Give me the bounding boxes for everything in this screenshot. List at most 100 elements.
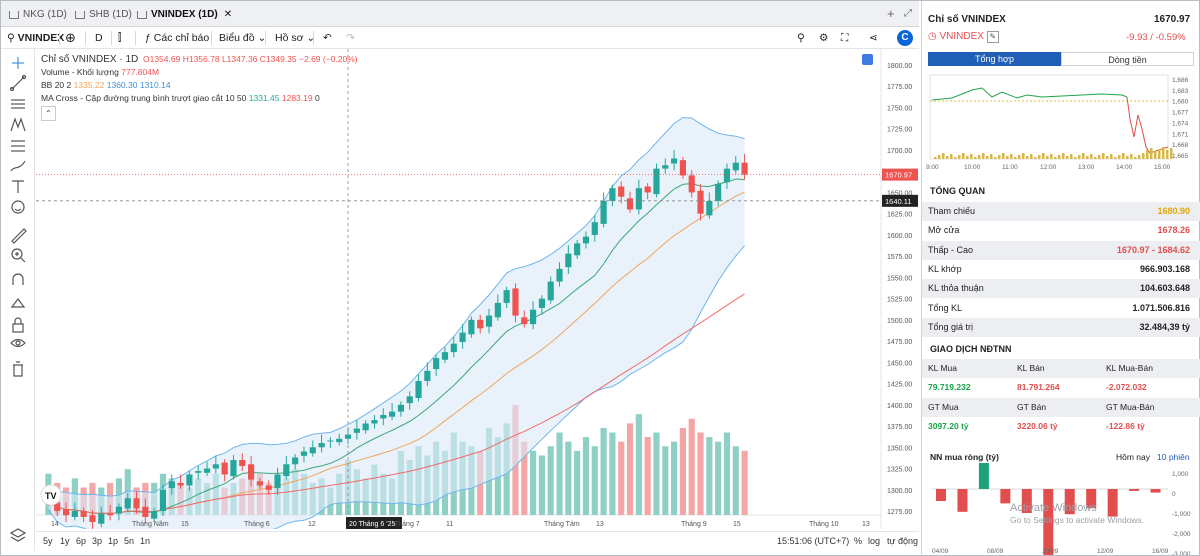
brand-icon[interactable]: C — [897, 30, 913, 46]
log-toggle[interactable]: log — [868, 536, 881, 546]
percent-toggle[interactable]: % — [854, 536, 863, 546]
profile-label: Hồ sơ — [275, 32, 304, 44]
close-icon[interactable]: ✕ — [223, 9, 233, 20]
intraday-volume-bar — [942, 153, 945, 159]
range-3m[interactable]: 3p — [92, 536, 103, 546]
tab-overview[interactable]: Tổng hợp — [928, 52, 1061, 66]
range-6m[interactable]: 6p — [76, 536, 87, 546]
zoom-in-icon[interactable] — [11, 248, 26, 263]
lock-icon[interactable] — [12, 317, 24, 333]
candle-body — [415, 381, 422, 399]
intraday-volume-bar — [1126, 156, 1129, 159]
auto-toggle[interactable]: tự động — [887, 536, 919, 546]
range-5d[interactable]: 5n — [124, 536, 135, 546]
tab-vnindex[interactable]: VNINDEX (1D) ✕ — [131, 5, 232, 25]
intraday-volume-bar — [1078, 155, 1081, 159]
range-1m[interactable]: 1p — [108, 536, 119, 546]
net-buy-bar — [1043, 489, 1054, 555]
y-tick-label: 1700.00 — [887, 148, 912, 155]
compare-add-icon[interactable]: ⊕ — [65, 30, 76, 45]
undo-icon[interactable]: ↶ — [323, 32, 332, 44]
candle-body — [327, 440, 334, 442]
horizontal-lines-icon[interactable] — [11, 99, 25, 109]
fullscreen-icon[interactable]: ⛶ — [841, 32, 849, 44]
layers-icon[interactable] — [9, 528, 27, 542]
emoji-icon[interactable] — [11, 200, 25, 214]
candle-body — [530, 309, 537, 325]
last-price-label: 1670.97 — [885, 171, 912, 180]
gear-icon[interactable]: ⚙ — [819, 32, 829, 44]
chart-type-button[interactable]: Biểu đồ ⌄ — [219, 27, 266, 49]
intraday-y-tick: 1,674 — [1172, 120, 1189, 127]
volume-bar — [723, 432, 731, 515]
net-10-sessions-button[interactable]: 10 phiên — [1157, 452, 1190, 462]
crosshair-icon[interactable] — [12, 57, 24, 69]
edit-icon[interactable]: ✎ — [986, 31, 999, 43]
trash-icon[interactable] — [13, 361, 23, 377]
x-tick-label: Tháng 6 — [244, 521, 270, 528]
interval-button[interactable]: D — [95, 32, 103, 44]
text-icon[interactable] — [12, 180, 24, 193]
intraday-volume-bar — [1022, 153, 1025, 159]
net-buy-bar — [1107, 489, 1118, 517]
net-buy-bar — [1021, 489, 1032, 513]
collapse-legend-icon[interactable]: ⌃ — [41, 106, 56, 121]
symbol-search[interactable]: ⚲ VNINDEX — [7, 27, 64, 49]
lock-drawing-icon[interactable] — [10, 298, 26, 308]
drawing-toolbar — [1, 49, 35, 551]
zoom-icon[interactable]: ⚲ — [797, 32, 805, 44]
intraday-volume-bar — [1010, 154, 1013, 159]
tab-cashflow[interactable]: Dòng tiền — [1061, 52, 1194, 66]
redo-icon[interactable]: ↷ — [346, 32, 355, 44]
intraday-y-tick: 1,665 — [1172, 153, 1189, 160]
overview-value: 32.484,39 tỷ — [1139, 321, 1190, 332]
candle-body — [679, 160, 686, 176]
profile-button[interactable]: Hồ sơ ⌄ — [275, 27, 315, 49]
magnet-icon[interactable] — [12, 273, 24, 285]
range-1d[interactable]: 1n — [140, 536, 151, 546]
ruler-icon[interactable] — [11, 228, 27, 244]
candles-icon[interactable]: ⫿ — [118, 32, 122, 44]
eye-icon[interactable] — [10, 338, 26, 348]
candle-body — [195, 471, 202, 473]
y-tick-label: 1375.00 — [887, 424, 912, 431]
intraday-chart: 1,686 1,683 1,680 1,677 1,674 1,671 1,668 1,665… — [926, 74, 1189, 171]
candle-body — [723, 168, 731, 183]
watermark-subtitle: Go to Settings to activate Windows. — [1010, 515, 1145, 525]
overview-row: KL khớp 966.903.168 — [922, 260, 1200, 279]
overview-label: Tổng KL — [928, 302, 963, 313]
tab-bar: NKG (1D) SHB (1D) VNINDEX (1D) ✕ + ⤢ — [1, 1, 919, 27]
share-icon[interactable]: ⋖ — [869, 32, 878, 44]
fib-icon[interactable] — [11, 140, 25, 152]
intraday-volume-bar — [1034, 157, 1037, 159]
trendline-icon[interactable] — [9, 74, 27, 92]
pitchfork-icon[interactable] — [10, 117, 26, 132]
intraday-volume-bar — [1162, 147, 1165, 159]
intraday-volume-bar — [1158, 149, 1161, 159]
candle-body — [600, 200, 607, 224]
expand-icon[interactable]: ⤢ — [904, 8, 912, 19]
candle-body — [635, 188, 642, 210]
candle-body — [221, 462, 228, 475]
candle-body — [309, 447, 316, 454]
tab-shb[interactable]: SHB (1D) — [69, 5, 132, 25]
volume-bar — [582, 437, 590, 515]
intraday-volume-bar — [1086, 156, 1089, 159]
legend-title: Chỉ số VNINDEX · 1D — [41, 54, 139, 65]
net-today-button[interactable]: Hôm nay — [1116, 452, 1151, 462]
net-y-tick: -3,000 — [1172, 551, 1191, 555]
fx-icon: ƒ — [145, 32, 151, 44]
range-5y[interactable]: 5y — [43, 536, 53, 546]
indicators-button[interactable]: ƒ Các chỉ báo — [145, 27, 209, 49]
range-1y[interactable]: 1y — [60, 536, 70, 546]
candle-body — [477, 319, 484, 329]
y-tick-label: 1400.00 — [887, 403, 912, 410]
divider — [313, 31, 314, 45]
bollinger-lower-line — [47, 245, 745, 529]
brush-icon[interactable] — [10, 160, 26, 172]
overview-label: Mở cửa — [928, 225, 960, 236]
add-tab-icon[interactable]: + — [887, 6, 895, 21]
tab-nkg[interactable]: NKG (1D) — [3, 5, 67, 25]
chart-icon — [137, 11, 147, 19]
price-chart[interactable]: 1800.001775.001750.001725.001700.001675.… — [36, 49, 919, 529]
